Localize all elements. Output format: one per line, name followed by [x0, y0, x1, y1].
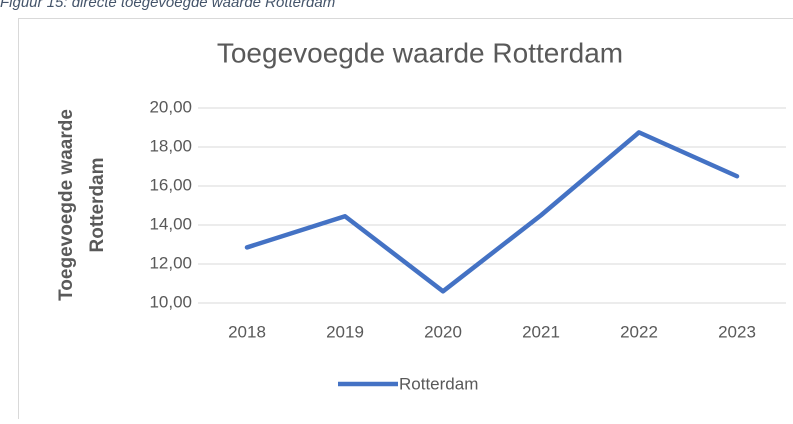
chart-title: Toegevoegde waarde Rotterdam — [217, 37, 623, 68]
x-tick-label: 2020 — [424, 322, 462, 341]
caption: Figuur 15: directe toegevoegde waarde Ro… — [0, 0, 335, 11]
x-tick-label: 2023 — [718, 322, 756, 341]
y-tick-label: 10,00 — [149, 292, 192, 311]
x-tick-label: 2022 — [620, 322, 658, 341]
chart-frame — [19, 19, 793, 420]
y-tick-label: 12,00 — [149, 253, 192, 272]
y-tick-label: 18,00 — [149, 136, 192, 155]
x-tick-label: 2018 — [228, 322, 266, 341]
y-axis-title-line: Toegevoegde waarde — [56, 109, 77, 301]
y-tick-label: 20,00 — [149, 97, 192, 116]
x-tick-label: 2019 — [326, 322, 364, 341]
x-tick-label: 2021 — [522, 322, 560, 341]
y-axis-title-line: Rotterdam — [87, 157, 108, 252]
y-tick-label: 14,00 — [149, 214, 192, 233]
legend-label: Rotterdam — [399, 374, 478, 393]
y-tick-label: 16,00 — [149, 175, 192, 194]
